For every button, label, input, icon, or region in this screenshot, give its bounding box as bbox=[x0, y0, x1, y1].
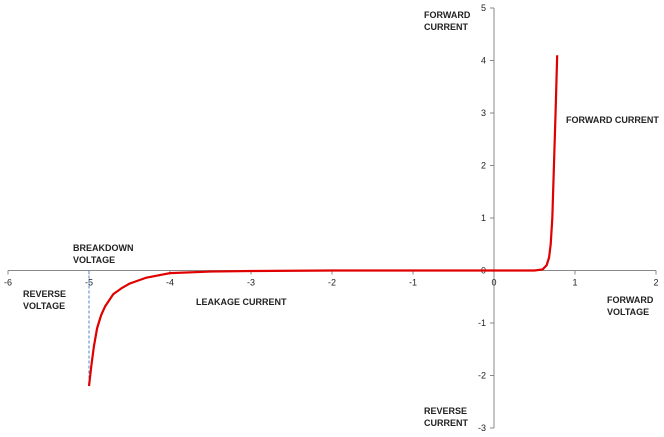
y-label-negative: REVERSE CURRENT bbox=[424, 406, 468, 428]
y-tick-label: 3 bbox=[481, 108, 486, 118]
y-tick-label: 1 bbox=[481, 213, 486, 223]
x-tick-label: -3 bbox=[247, 278, 255, 288]
y-tick-label: -2 bbox=[478, 371, 486, 381]
y-label-positive: FORWARD CURRENT bbox=[424, 10, 471, 32]
x-tick-label: -6 bbox=[4, 278, 12, 288]
x-tick-label: 1 bbox=[572, 278, 577, 288]
annotation: BREAKDOWN VOLTAGE bbox=[73, 243, 134, 265]
annotation: LEAKAGE CURRENT bbox=[196, 297, 287, 307]
y-tick-label: 5 bbox=[481, 3, 486, 13]
y-tick-label: -3 bbox=[478, 423, 486, 433]
x-tick-label: -4 bbox=[166, 278, 174, 288]
x-tick-label: 0 bbox=[491, 278, 496, 288]
x-tick-label: -2 bbox=[328, 278, 336, 288]
x-tick-label: 2 bbox=[653, 278, 658, 288]
y-tick-label: 4 bbox=[481, 56, 486, 66]
annotation: FORWARD CURRENT bbox=[566, 115, 659, 125]
y-tick-label: -1 bbox=[478, 318, 486, 328]
x-label-positive: FORWARD VOLTAGE bbox=[607, 295, 654, 317]
y-tick-label: 2 bbox=[481, 161, 486, 171]
x-label-negative: REVERSE VOLTAGE bbox=[23, 289, 67, 311]
x-tick-label: -1 bbox=[409, 278, 417, 288]
curve bbox=[87, 55, 559, 387]
